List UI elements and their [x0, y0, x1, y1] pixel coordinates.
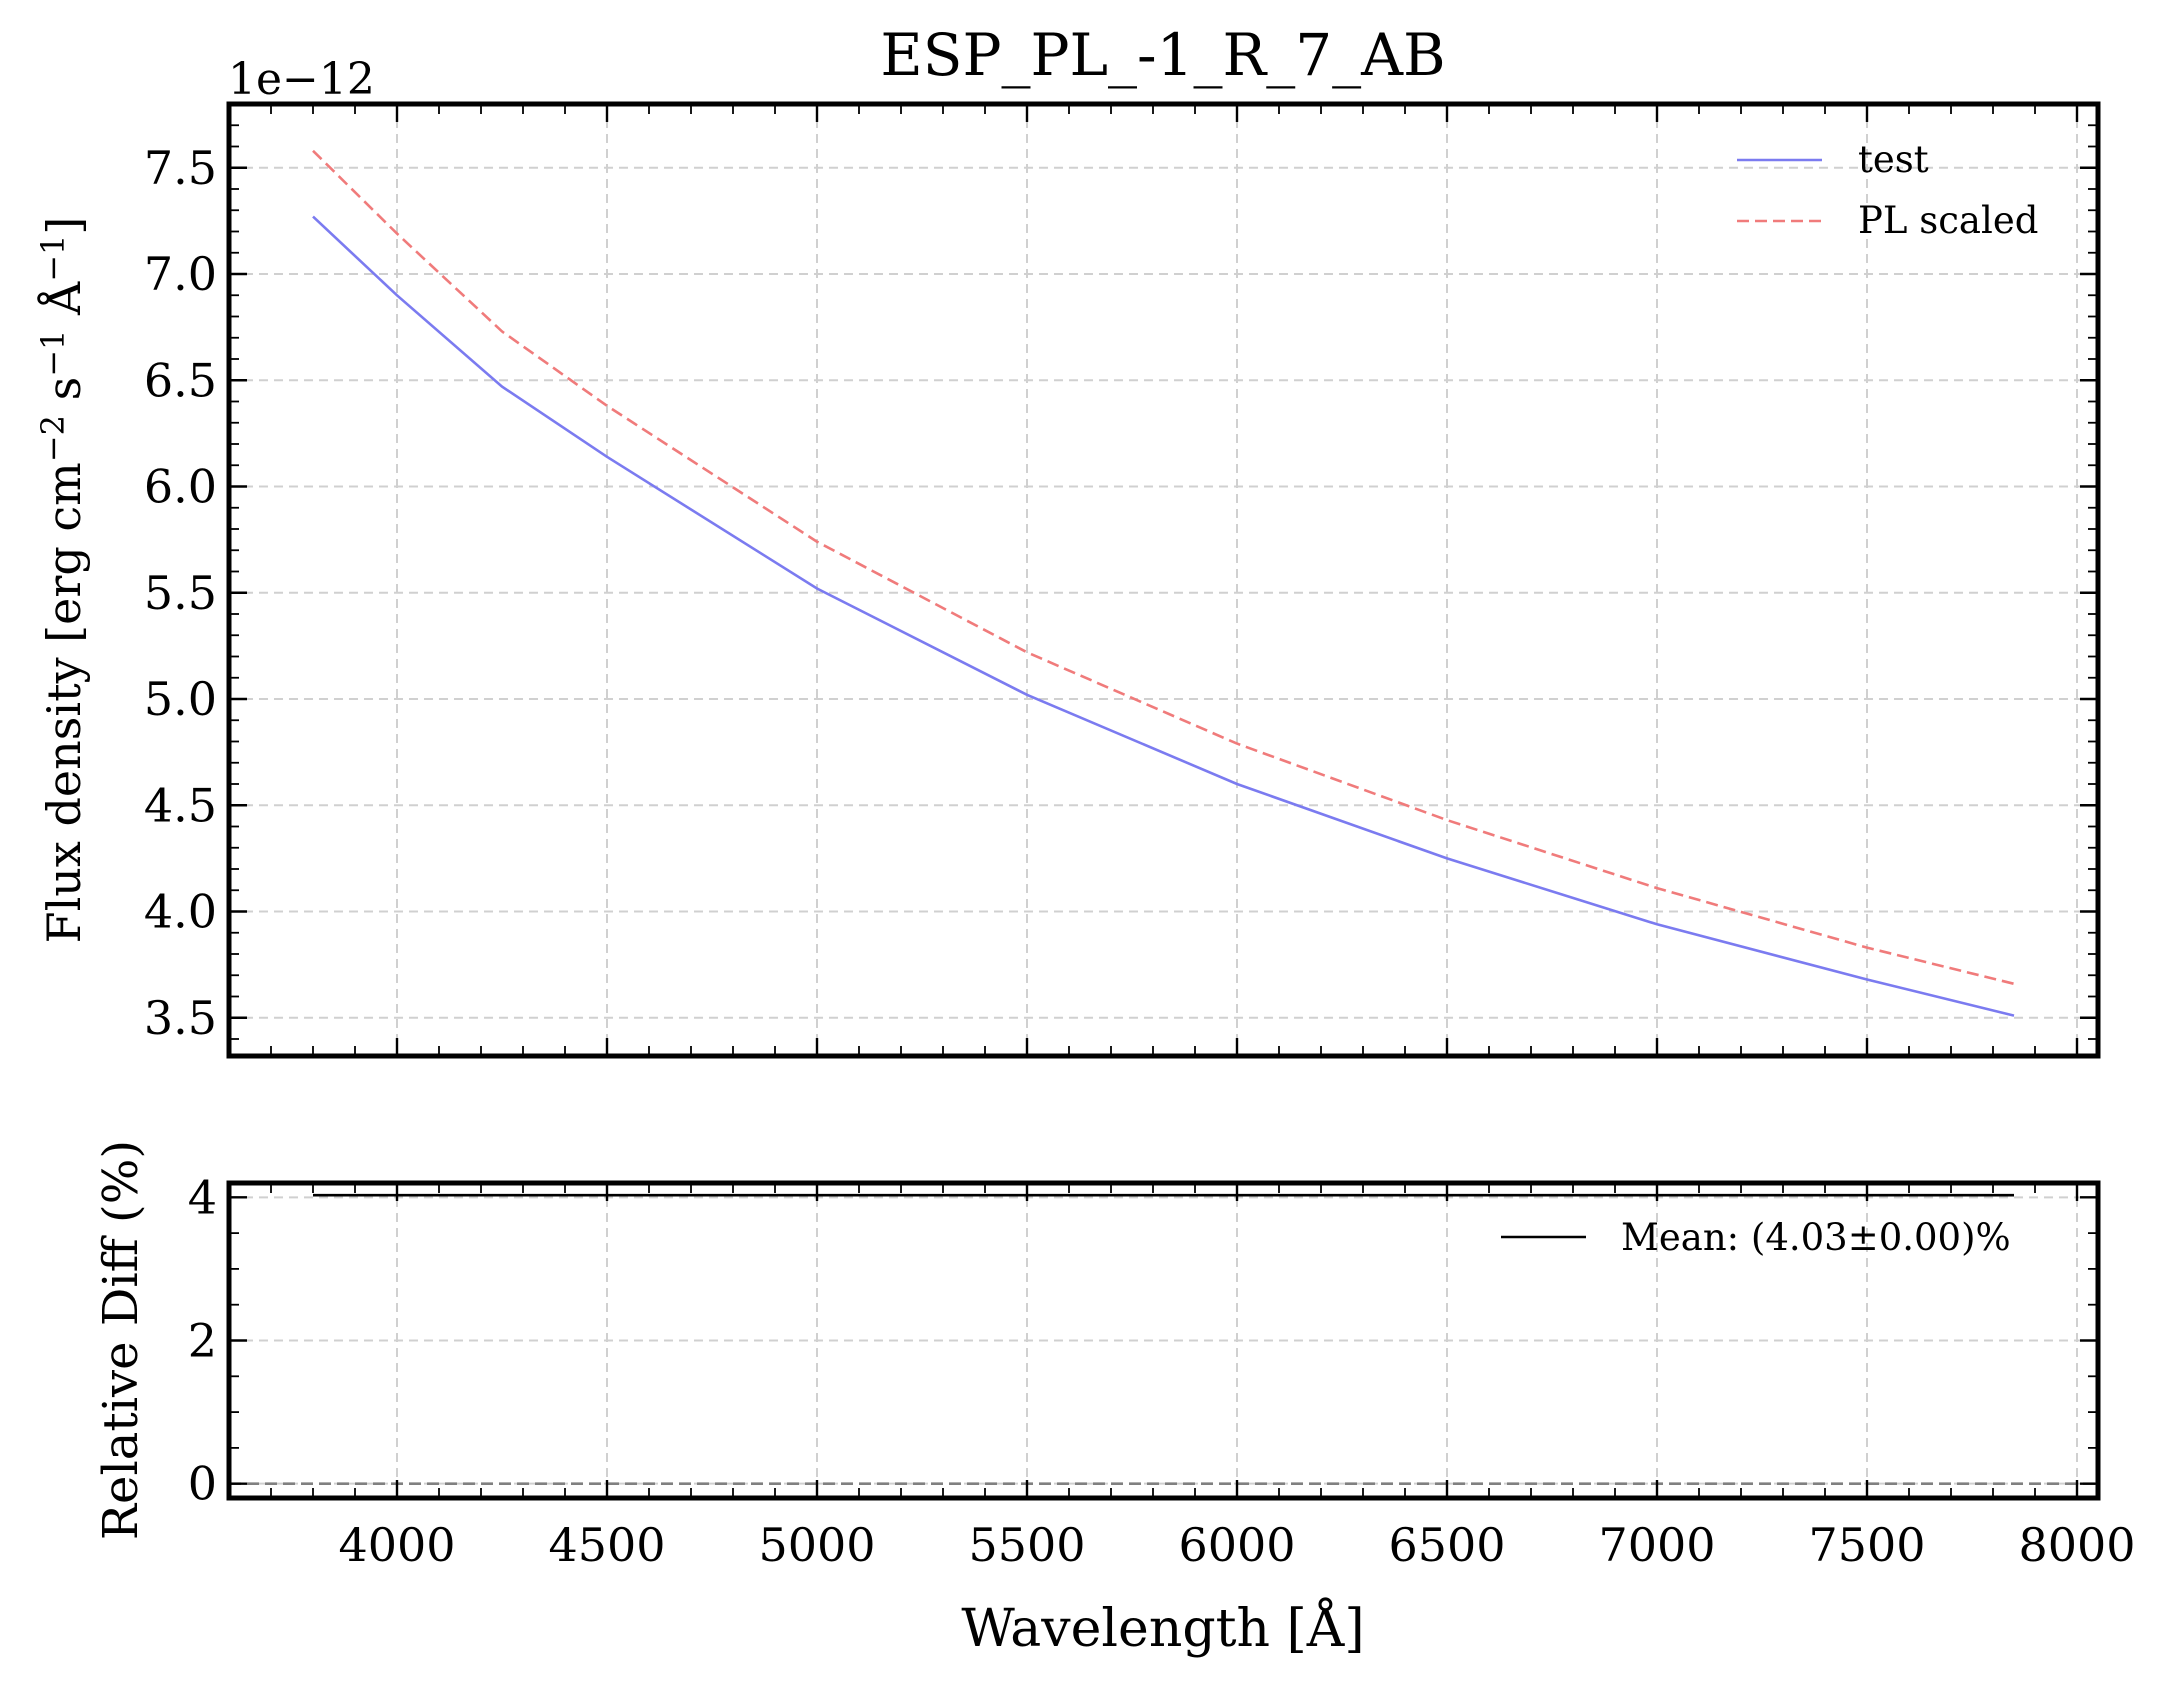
x-tick-label: 4000 [338, 1518, 455, 1572]
residual-y-tick-label: 2 [188, 1314, 217, 1368]
ylabel-exp3: −1 [34, 235, 72, 282]
svg-text:Flux density [erg cm−2 s−1 Å−1: Flux density [erg cm−2 s−1 Å−1] [34, 217, 91, 944]
main-y-tick-label: 5.0 [144, 672, 217, 726]
residual-y-tick-label: 4 [188, 1170, 217, 1224]
main-y-tick-label: 6.0 [144, 460, 217, 514]
main-y-tick-label: 4.5 [144, 778, 217, 832]
main-legend: test PL scaled [1737, 138, 2038, 242]
main-series-layer [312, 149, 2015, 1017]
main-grid [229, 104, 2098, 1056]
ylabel-exp1: −2 [34, 415, 72, 462]
main-y-tick-label: 3.5 [144, 991, 217, 1045]
main-y-tick-label: 7.5 [144, 141, 217, 195]
x-tick-label: 5500 [968, 1518, 1085, 1572]
legend-label-mean: Mean: (4.03±0.00)% [1621, 1216, 2011, 1259]
y-offset-text: 1e−12 [228, 54, 375, 105]
residual-y-axis-label: Relative Diff (%) [93, 1140, 149, 1540]
ylabel-suffix: ] [37, 217, 91, 235]
ylabel-mid1: s [37, 377, 91, 415]
residual-ticks: 4000 4500 5000 5500 6000 6500 7000 7500 8000 0 2 4 [188, 1170, 2136, 1572]
residual-legend: Mean: (4.03±0.00)% [1501, 1216, 2011, 1259]
main-y-tick-label: 7.0 [144, 247, 217, 301]
residual-y-tick-label: 0 [188, 1457, 217, 1511]
x-tick-label: 7000 [1598, 1518, 1715, 1572]
chart-title: ESP_PL_-1_R_7_AB [880, 21, 1445, 89]
x-tick-label: 4500 [548, 1518, 665, 1572]
residual-axes-frame [226, 1180, 2101, 1501]
x-tick-label: 6000 [1178, 1518, 1295, 1572]
legend-label-test: test [1858, 138, 1929, 181]
main-y-tick-label: 5.5 [144, 566, 217, 620]
main-ticks: 3.5 4.0 4.5 5.0 5.5 6.0 6.5 7.0 7.5 [144, 103, 2098, 1056]
ylabel-prefix: Flux density [erg cm [37, 462, 91, 943]
main-y-tick-label: 6.5 [144, 353, 217, 407]
main-y-axis-label: Flux density [erg cm−2 s−1 Å−1] [34, 217, 91, 944]
residual-series-layer [229, 1193, 2098, 1485]
residual-panel: 4000 4500 5000 5500 6000 6500 7000 7500 8000024 … [93, 1140, 2136, 1659]
x-tick-label: 7500 [1808, 1518, 1925, 1572]
main-series-line-0 [312, 215, 2015, 1017]
residual-grid [229, 1183, 2098, 1498]
legend-label-pl-scaled: PL scaled [1858, 199, 2038, 242]
ylabel-mid2: Å [36, 281, 91, 330]
main-y-tick-label: 4.0 [144, 885, 217, 939]
ylabel-exp2: −1 [34, 330, 72, 377]
main-series-line-1 [312, 149, 2015, 986]
x-tick-label: 8000 [2018, 1518, 2135, 1572]
main-panel: ESP_PL_-1_R_7_AB 1e−12 3.5 4.0 4.5 5.0 5.5 6.… [34, 21, 2101, 1059]
x-tick-label: 6500 [1388, 1518, 1505, 1572]
main-axes-frame [226, 101, 2101, 1059]
x-axis-label: Wavelength [Å] [961, 1597, 1364, 1659]
x-tick-label: 5000 [758, 1518, 875, 1572]
